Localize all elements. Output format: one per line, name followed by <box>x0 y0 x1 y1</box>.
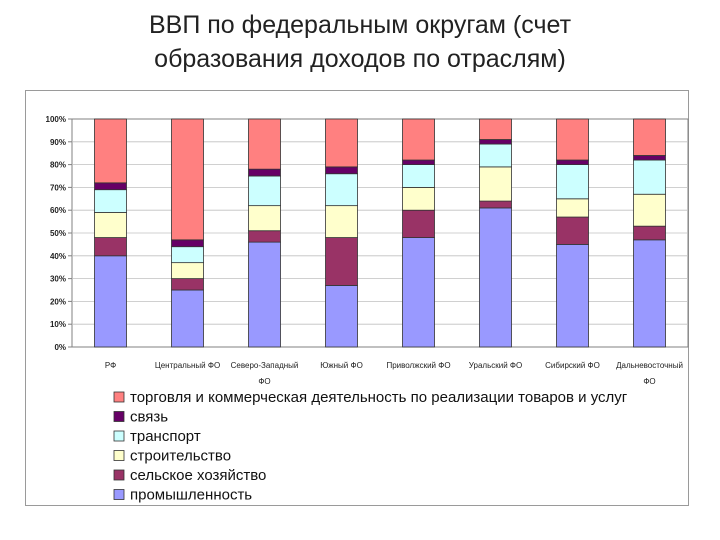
bar-segment <box>325 166 358 175</box>
y-tick-label: 20% <box>50 297 66 306</box>
bar-segment <box>94 255 127 348</box>
y-tick-label: 100% <box>46 115 66 124</box>
legend-swatch <box>113 450 125 461</box>
legend-label: промышленность <box>130 487 252 504</box>
x-tick-label: ФО <box>258 377 270 386</box>
page-title: ВВП по федеральным округам (счет образов… <box>0 8 720 76</box>
legend-swatch <box>113 469 125 481</box>
x-tick-label: Уральский ФО <box>469 361 522 370</box>
bar-segment <box>94 182 127 191</box>
legend-label: строительство <box>130 448 231 465</box>
bar-segment <box>479 207 512 348</box>
legend-swatch <box>113 391 125 403</box>
legend-swatch <box>113 489 125 500</box>
y-tick-label: 40% <box>50 252 66 261</box>
x-tick-label: Южный ФО <box>320 361 363 370</box>
bar-segment <box>325 205 358 238</box>
y-tick-label: 0% <box>54 343 66 352</box>
bar-segment <box>479 139 512 145</box>
bar-segment <box>94 118 127 184</box>
bar-segment <box>402 209 435 238</box>
legend-swatch <box>113 411 125 422</box>
y-tick-label: 90% <box>50 138 66 147</box>
y-tick-label: 10% <box>50 320 66 329</box>
bar-segment <box>633 193 666 227</box>
bar-segment <box>94 189 127 213</box>
legend-label: сельское хозяйство <box>130 467 266 484</box>
bar-segment <box>556 164 589 200</box>
bar-segment <box>556 118 589 161</box>
legend-label: торговля и коммерческая деятельность по … <box>130 389 628 406</box>
bar-segment <box>402 118 435 161</box>
bar-segment <box>171 118 204 241</box>
bar-segment <box>325 118 358 168</box>
bar-segment <box>171 246 204 264</box>
bar-segment <box>325 237 358 286</box>
x-tick-label: РФ <box>105 361 116 370</box>
bar-segment <box>248 230 281 243</box>
bar-segment <box>479 166 512 202</box>
legend-swatch <box>113 430 125 442</box>
bar-segment <box>633 118 666 156</box>
bar-segment <box>556 243 589 348</box>
bar-segment <box>479 118 512 140</box>
y-tick-label: 60% <box>50 206 66 215</box>
bar-segment <box>325 173 358 207</box>
bar-segment <box>248 205 281 232</box>
bar-segment <box>479 200 512 209</box>
bar-segment <box>171 278 204 291</box>
x-tick-label: Сибирский ФО <box>545 361 600 370</box>
bar-segment <box>248 175 281 207</box>
x-tick-label: Центральный ФО <box>155 361 220 370</box>
bar-segment <box>94 212 127 238</box>
x-tick-label: Северо-Западный <box>231 361 299 370</box>
legend-label: транспорт <box>130 428 201 445</box>
y-tick-label: 70% <box>50 183 66 192</box>
bar-segment <box>633 159 666 195</box>
bar-segment <box>248 241 281 348</box>
bar-segment <box>633 239 666 348</box>
bar-segment <box>248 118 281 170</box>
bar-segment <box>402 159 435 165</box>
bar-segment <box>402 237 435 348</box>
bar-segment <box>556 216 589 245</box>
bar-segment <box>633 155 666 161</box>
bar-segment <box>171 289 204 348</box>
title-line-2: образования доходов по отраслям) <box>154 45 566 73</box>
legend-label: связь <box>130 409 168 426</box>
bar-segment <box>171 262 204 280</box>
bar-segment <box>94 237 127 257</box>
bar-segment <box>556 198 589 218</box>
bar-segment <box>556 159 589 165</box>
x-tick-label: Приволжский ФО <box>386 361 450 370</box>
bar-segment <box>171 239 204 248</box>
bar-segment <box>325 285 358 348</box>
y-tick-label: 80% <box>50 161 66 170</box>
bar-segment <box>402 186 435 211</box>
bar-segment <box>402 164 435 188</box>
y-tick-label: 50% <box>50 229 66 238</box>
x-tick-label: Дальневосточный <box>616 361 683 370</box>
y-tick-label: 30% <box>50 275 66 284</box>
title-line-1: ВВП по федеральным округам (счет <box>148 11 572 39</box>
bar-segment <box>633 225 666 241</box>
bar-segment <box>479 143 512 168</box>
bar-segment <box>248 168 281 177</box>
x-tick-label: ФО <box>643 377 655 386</box>
